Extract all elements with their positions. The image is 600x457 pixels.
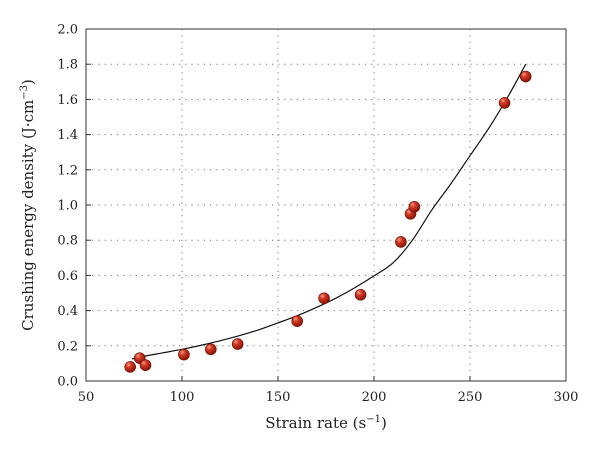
x-tick-label: 100: [170, 390, 195, 405]
y-tick-label: 0.6: [57, 269, 78, 284]
data-point: [205, 343, 217, 356]
data-point: [395, 236, 407, 248]
data-point: [124, 361, 136, 373]
fit-curve: [131, 63, 527, 360]
y-tick-label: 1.0: [57, 199, 78, 214]
y-axis-label: Crushing energy density (J·cm−3): [19, 79, 37, 331]
grid: [86, 29, 566, 381]
data-point: [354, 288, 367, 301]
x-tick-label: 150: [266, 390, 291, 405]
y-tick-label: 0.0: [57, 375, 78, 390]
data-point: [139, 359, 152, 371]
data-point: [498, 97, 511, 109]
x-tick-label: 200: [362, 390, 387, 405]
data-point: [178, 348, 190, 361]
data-point: [519, 70, 532, 83]
y-tick-label: 0.4: [57, 304, 78, 319]
y-tick-label: 0.8: [57, 234, 78, 249]
y-tick-label: 0.2: [57, 339, 78, 354]
x-axis-label: Strain rate (s−1): [265, 414, 387, 432]
plot-frame: [85, 28, 567, 382]
data-point: [291, 315, 304, 327]
y-tick-label: 1.8: [57, 58, 78, 73]
y-tick-label: 1.4: [57, 128, 78, 143]
y-tick-label: 1.2: [57, 163, 78, 178]
data-point: [231, 338, 244, 350]
y-tick-label: 2.0: [57, 23, 78, 38]
x-tick-label: 50: [78, 390, 95, 405]
data-point: [408, 200, 421, 213]
y-tick-label: 1.6: [57, 93, 78, 108]
data-points: [124, 70, 532, 373]
data-point: [318, 292, 330, 305]
x-tick-label: 300: [554, 390, 579, 405]
axis-ticks: 50 100 150 200 250 300 0.0 0.2 0.4 0.6 0.8 1.0 1.2 1.…: [57, 23, 578, 406]
x-tick-label: 250: [458, 390, 483, 405]
